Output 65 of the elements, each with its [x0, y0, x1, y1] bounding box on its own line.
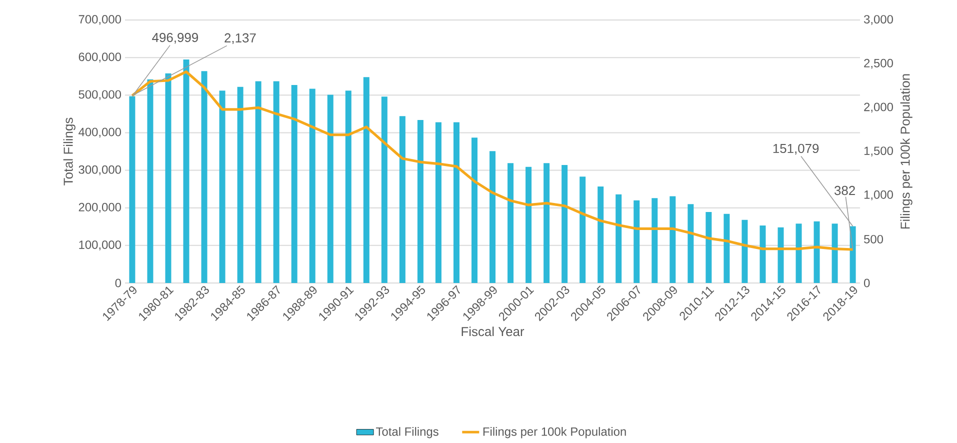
bar [796, 224, 802, 283]
bar [634, 200, 640, 283]
bar [201, 71, 208, 283]
bar [435, 122, 442, 283]
bar [688, 204, 694, 283]
y-axis-title: Total Filings [63, 118, 76, 186]
bar [381, 96, 388, 283]
bar [309, 88, 316, 283]
bar [598, 186, 604, 283]
bar [237, 86, 244, 283]
bar [273, 81, 280, 283]
bar [327, 94, 334, 283]
bar [183, 59, 190, 283]
data-label: 382 [834, 186, 855, 196]
data-label: 496,999 [152, 32, 198, 44]
bar [544, 163, 550, 283]
bar [580, 176, 586, 283]
bar [453, 122, 460, 283]
bar [814, 221, 820, 283]
bar [706, 212, 712, 283]
bar [471, 138, 478, 283]
y-tick-label: 400,000 [78, 128, 122, 138]
legend-label: Filings per 100k Population [483, 427, 626, 438]
y-tick-label: 300,000 [78, 165, 122, 176]
bar [219, 90, 226, 283]
y2-axis-title: Filings per 100k Population [900, 74, 912, 229]
bar [147, 79, 154, 283]
bar [760, 226, 766, 283]
bar [255, 81, 262, 283]
bar [742, 220, 748, 283]
y-tick-label: 100,000 [79, 240, 122, 250]
bar [165, 73, 172, 283]
y2-tick-label: 2,000 [864, 102, 893, 113]
bar [724, 214, 730, 283]
y2-tick-label: 1,000 [864, 190, 893, 200]
bar [129, 96, 136, 283]
bar [363, 77, 370, 283]
y2-tick-label: 1,500 [864, 146, 893, 156]
bar [291, 84, 298, 283]
y-tick-label: 200,000 [78, 202, 122, 213]
bar [652, 198, 658, 283]
bar [508, 163, 514, 283]
bar [850, 226, 856, 283]
data-label: 2,137 [224, 33, 256, 44]
bar [417, 120, 424, 283]
bar [832, 224, 838, 283]
y2-tick-label: 0 [864, 278, 870, 288]
bar [526, 166, 532, 283]
bar [490, 151, 496, 283]
legend-label: Total Filings [376, 427, 438, 438]
y-tick-label: 600,000 [78, 52, 122, 63]
bar [778, 227, 784, 283]
data-label: 151,079 [773, 144, 819, 155]
bar [670, 196, 676, 283]
bar [399, 116, 406, 283]
y-tick-label: 700,000 [78, 15, 122, 25]
bar [562, 165, 568, 283]
x-axis-title: Fiscal Year [462, 326, 524, 336]
bar [345, 90, 352, 283]
y2-tick-label: 500 [864, 234, 884, 244]
y-tick-label: 0 [115, 278, 122, 288]
y2-tick-label: 3,000 [864, 15, 893, 25]
bar [616, 194, 622, 283]
y2-tick-label: 2,500 [864, 58, 893, 69]
y-tick-label: 500,000 [78, 90, 122, 100]
